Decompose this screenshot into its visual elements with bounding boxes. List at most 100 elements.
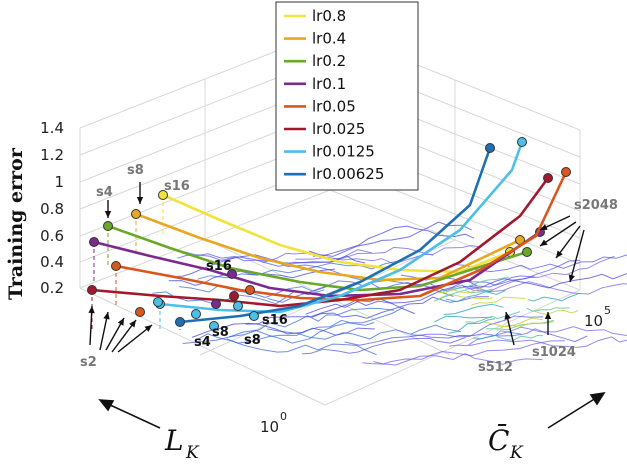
contour-line	[229, 307, 394, 338]
legend-entry: lr0.00625	[312, 165, 384, 183]
y-tick-label: 10	[584, 312, 603, 330]
contour-line	[436, 293, 493, 301]
contour-line	[465, 281, 627, 295]
series-point	[191, 309, 201, 319]
contour-line	[496, 334, 543, 341]
annotation-black: s4	[194, 335, 211, 350]
z-tick-label: 1	[54, 173, 64, 191]
series-point	[229, 291, 239, 301]
contour-line	[182, 322, 375, 344]
legend-entry: lr0.05	[312, 97, 356, 115]
contour-line	[437, 286, 485, 294]
series-line	[107, 224, 528, 292]
annotation-gray: s16	[164, 179, 190, 194]
series-line	[135, 212, 521, 282]
x-axis-label-main: L	[164, 424, 184, 457]
contour-line	[308, 221, 472, 257]
contour-line	[526, 307, 570, 312]
legend-entry: lr0.025	[312, 120, 365, 138]
annotation-arrow	[117, 324, 153, 353]
legend-entry: lr0.8	[312, 7, 346, 25]
annotation-arrow-head	[136, 197, 144, 204]
z-tick-label: 0.4	[40, 253, 64, 271]
contour-line	[448, 318, 495, 334]
annotation-arrow-head	[129, 320, 136, 328]
contour-line	[534, 309, 579, 315]
series-point	[485, 143, 495, 153]
x-tick: 10 0	[260, 410, 287, 436]
annotation-arrow-head	[104, 211, 112, 218]
y-axis-label-sub: K	[509, 443, 524, 463]
contour-line	[301, 337, 466, 355]
contour-line	[433, 288, 493, 302]
annotation-gray: s1024	[532, 345, 576, 360]
annotation-arrow-head	[540, 224, 548, 230]
y-axis-label: C̄ K	[488, 423, 524, 463]
annotation-black: s8	[212, 325, 229, 340]
x-tick-label: 10	[260, 418, 279, 436]
annotation-gray: s2	[80, 355, 97, 370]
series-line	[179, 147, 492, 324]
x-tick-exponent: 0	[280, 410, 287, 423]
x-direction-arrow	[107, 403, 161, 429]
floor-contours	[152, 221, 627, 366]
annotation-arrow	[539, 221, 577, 247]
series-line	[115, 171, 568, 302]
contour-line	[449, 326, 627, 347]
series-point	[249, 311, 259, 321]
series-point	[227, 269, 237, 279]
y-arrow-head	[589, 391, 606, 406]
contour-line	[465, 311, 521, 323]
y-tick-exponent: 5	[604, 304, 611, 317]
contour-line	[195, 333, 377, 356]
series-point	[517, 137, 527, 147]
z-tick-label: 1.4	[40, 119, 64, 137]
annotation-arrow-head	[556, 250, 563, 258]
x-arrow-head	[98, 399, 115, 412]
legend-entry: lr0.2	[312, 52, 346, 70]
contour-line	[245, 300, 415, 325]
series-line	[159, 141, 524, 314]
contour-line	[410, 328, 588, 343]
annotation-arrow-head	[88, 306, 95, 314]
contour-line	[445, 290, 506, 303]
series-point	[153, 297, 163, 307]
contour-line	[373, 340, 565, 365]
y-axis-label-main: C̄	[488, 423, 509, 457]
contour-line	[527, 292, 580, 302]
annotation-arrow-head	[540, 239, 548, 246]
annotation-black: s8	[244, 333, 261, 348]
series-point	[209, 321, 219, 331]
z-tick-label: 0.2	[40, 279, 64, 297]
annotation-gray: s512	[478, 360, 513, 375]
series-line	[91, 177, 550, 308]
annotation-arrow	[569, 229, 585, 283]
annotation-arrow-head	[117, 318, 124, 326]
series-point	[211, 299, 221, 309]
series-point	[245, 285, 255, 295]
contour-line	[344, 315, 544, 346]
annotation-arrow-head	[103, 312, 110, 320]
annotation-gray: s2048	[574, 198, 618, 213]
annotation-black: s16	[262, 313, 288, 328]
series-point	[543, 173, 553, 183]
z-axis-ticks: 0.2 0.4 0.6 0.8 1 1.2 1.4	[40, 119, 64, 297]
z-tick-label: 0.6	[40, 227, 64, 245]
legend: lr0.8 lr0.4 lr0.2 lr0.1 lr0.05 lr0.025 lr0.012…	[275, 1, 419, 191]
series-line	[93, 230, 541, 298]
z-tick-label: 1.2	[40, 146, 64, 164]
x-axis-label: L K	[164, 424, 200, 463]
contour-line	[440, 276, 510, 292]
contour-line	[443, 303, 504, 315]
contour-line	[496, 321, 555, 331]
contour-line	[362, 353, 543, 366]
contour-line	[312, 225, 475, 257]
contour-line	[184, 249, 372, 267]
annotation-gray: s8	[127, 163, 144, 178]
annotation-arrow-head	[544, 312, 552, 319]
contour-line	[434, 315, 492, 323]
annotation-arrow-head	[568, 274, 575, 282]
